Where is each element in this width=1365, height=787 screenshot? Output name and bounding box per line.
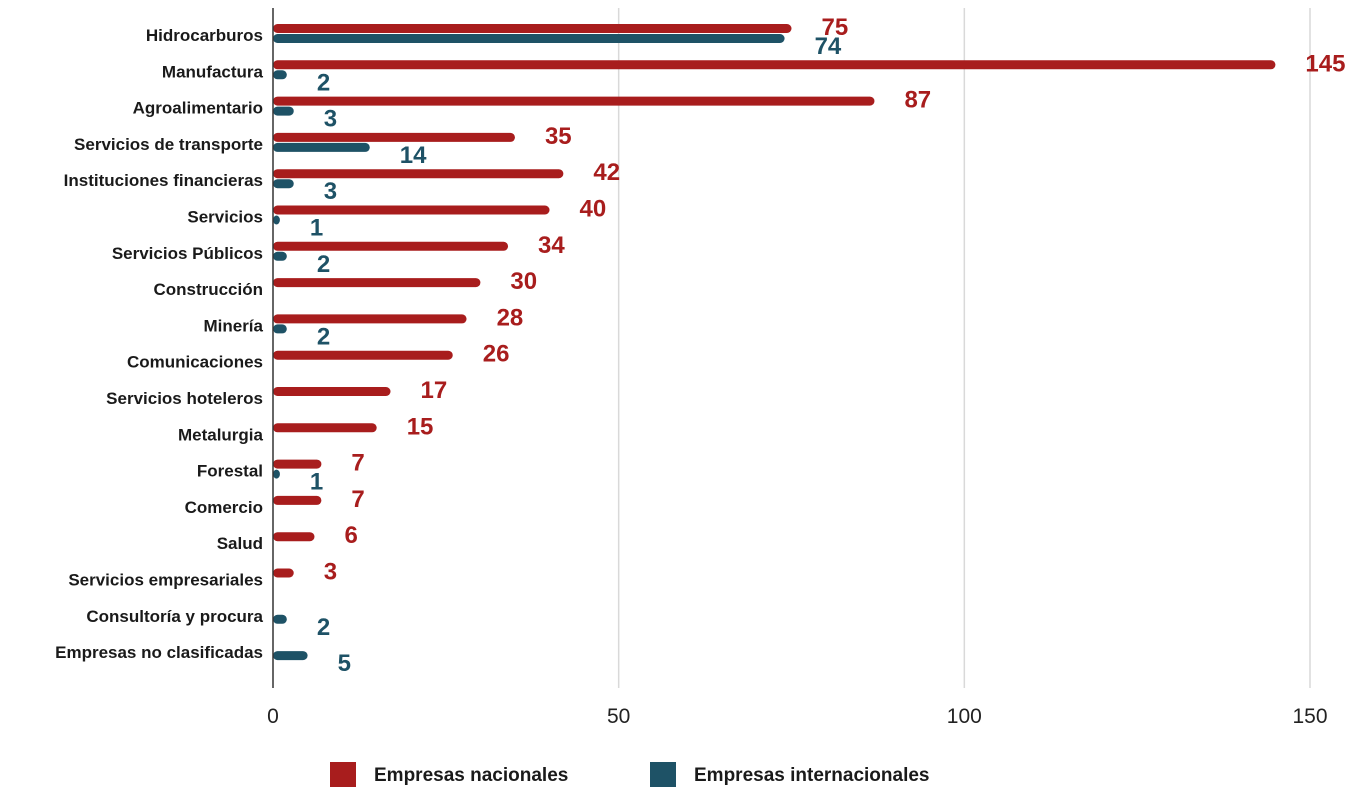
value-label-internacionales: 14 xyxy=(400,142,427,169)
category-label: Servicios Públicos xyxy=(112,244,263,263)
category-label: Forestal xyxy=(197,462,263,481)
x-tick-label: 50 xyxy=(607,705,630,728)
bar-internacionales xyxy=(273,179,294,189)
legend: Empresas nacionales Empresas internaciona… xyxy=(330,762,930,787)
category-label: Servicios de transporte xyxy=(74,135,263,154)
value-label-nacionales: 75 xyxy=(822,14,849,41)
value-label-internacionales: 3 xyxy=(324,178,337,205)
bar-nacionales xyxy=(273,314,467,324)
legend-label-nacionales: Empresas nacionales xyxy=(374,765,568,786)
category-label: Comunicaciones xyxy=(127,353,263,372)
value-label-nacionales: 30 xyxy=(510,268,537,295)
category-label: Minería xyxy=(203,316,263,335)
value-label-nacionales: 7 xyxy=(351,450,364,477)
category-label: Salud xyxy=(217,534,263,553)
value-label-nacionales: 42 xyxy=(593,159,620,186)
value-label-internacionales: 74 xyxy=(815,33,842,60)
value-label-internacionales: 2 xyxy=(317,323,330,350)
value-label-nacionales: 15 xyxy=(407,413,434,440)
bar-internacionales xyxy=(273,34,785,43)
bar-nacionales xyxy=(273,24,792,33)
bar-nacionales xyxy=(273,169,564,179)
value-label-internacionales: 2 xyxy=(317,614,330,641)
value-label-nacionales: 34 xyxy=(538,232,565,259)
bar-internacionales xyxy=(273,614,287,624)
value-label-internacionales: 1 xyxy=(310,469,323,496)
value-label-nacionales: 6 xyxy=(344,522,357,549)
bar-nacionales xyxy=(273,278,481,288)
category-label: Metalurgia xyxy=(178,425,264,444)
bar-internacionales xyxy=(273,469,280,479)
value-label-nacionales: 40 xyxy=(580,196,607,223)
value-label-internacionales: 3 xyxy=(324,106,337,133)
bar-nacionales xyxy=(273,96,875,106)
value-label-internacionales: 2 xyxy=(317,251,330,278)
bar-nacionales xyxy=(273,568,294,578)
value-label-nacionales: 3 xyxy=(324,559,337,586)
category-label: Instituciones financieras xyxy=(64,171,263,190)
bar-internacionales xyxy=(273,251,287,261)
category-label: Hidrocarburos xyxy=(146,26,263,45)
bar-nacionales xyxy=(273,495,322,505)
value-label-nacionales: 145 xyxy=(1305,50,1345,77)
category-labels: Hidrocarburos Manufactura Agroalimentario S… xyxy=(55,26,263,662)
x-tick-label: 150 xyxy=(1292,705,1327,728)
value-labels: 7574145287335144234013423028226171571763… xyxy=(310,14,1346,677)
legend-label-internacionales: Empresas internacionales xyxy=(694,765,930,786)
bar-nacionales xyxy=(273,459,322,469)
bar-nacionales xyxy=(273,387,391,396)
category-label: Empresas no clasificadas xyxy=(55,643,263,662)
category-label: Consultoría y procura xyxy=(86,607,263,626)
value-label-nacionales: 26 xyxy=(483,341,510,368)
value-label-nacionales: 35 xyxy=(545,123,572,150)
category-label: Comercio xyxy=(185,498,263,517)
category-label: Servicios empresariales xyxy=(68,571,263,590)
bar-nacionales xyxy=(273,423,377,433)
bar-internacionales xyxy=(273,651,308,661)
bar-nacionales xyxy=(273,241,509,251)
legend-swatch-nacionales xyxy=(330,762,356,787)
x-axis-ticks: 0 50 100 150 xyxy=(267,705,1327,728)
bar-nacionales xyxy=(273,205,550,215)
legend-swatch-internacionales xyxy=(650,762,676,787)
category-label: Servicios hoteleros xyxy=(106,389,263,408)
category-label: Manufactura xyxy=(162,62,264,81)
x-tick-label: 0 xyxy=(267,705,279,728)
value-label-nacionales: 7 xyxy=(351,486,364,513)
bar-nacionales xyxy=(273,60,1276,70)
category-label: Servicios xyxy=(187,208,263,227)
bar-nacionales xyxy=(273,132,515,142)
category-label: Construcción xyxy=(153,280,263,299)
value-label-nacionales: 17 xyxy=(421,377,448,404)
gridlines xyxy=(617,8,1311,688)
category-label: Agroalimentario xyxy=(133,99,263,118)
bar-internacionales xyxy=(273,70,287,80)
bars xyxy=(273,24,1276,661)
value-label-internacionales: 2 xyxy=(317,69,330,96)
x-tick-label: 100 xyxy=(947,705,982,728)
bar-internacionales xyxy=(273,324,287,334)
value-label-internacionales: 1 xyxy=(310,215,323,242)
bar-nacionales xyxy=(273,350,453,360)
bar-internacionales xyxy=(273,106,294,116)
value-label-nacionales: 87 xyxy=(904,87,931,114)
bar-internacionales xyxy=(273,215,280,225)
value-label-nacionales: 28 xyxy=(497,304,524,331)
value-label-internacionales: 5 xyxy=(338,650,351,677)
bar-internacionales xyxy=(273,142,370,152)
bar-nacionales xyxy=(273,532,315,542)
